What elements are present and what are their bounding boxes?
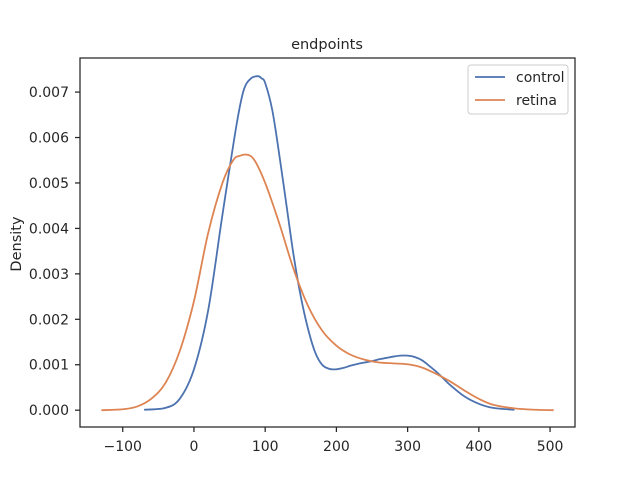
legend: control retina xyxy=(467,64,569,115)
y-axis-title: Density xyxy=(9,216,25,272)
y-tick-label: 0.001 xyxy=(29,358,69,374)
x-tick-label: 200 xyxy=(323,439,350,455)
series-line-control xyxy=(144,75,515,411)
x-tick-label: 0 xyxy=(189,439,198,455)
plot-frame xyxy=(79,57,576,428)
y-tick-label: 0.007 xyxy=(29,85,69,101)
legend-label-retina: retina xyxy=(516,93,557,109)
series-lines xyxy=(101,75,554,412)
y-tick-label: 0.006 xyxy=(29,131,69,147)
y-tick-label: 0.003 xyxy=(29,267,69,283)
chart-title: endpoints xyxy=(291,37,363,53)
y-tick-label: 0.002 xyxy=(29,312,69,328)
legend-label-control: control xyxy=(516,70,565,86)
y-axis: 0.000 0.001 0.002 0.003 0.004 0.005 0.006 0.007 xyxy=(29,85,80,419)
x-tick-label: −100 xyxy=(104,439,142,455)
y-tick-label: 0.004 xyxy=(29,221,69,237)
series-line-retina xyxy=(101,153,554,412)
x-axis: −100 0 100 200 300 400 500 xyxy=(104,427,564,455)
y-tick-label: 0.000 xyxy=(29,403,69,419)
x-tick-label: 400 xyxy=(465,439,492,455)
x-tick-label: 100 xyxy=(252,439,279,455)
x-tick-label: 500 xyxy=(537,439,564,455)
y-tick-label: 0.005 xyxy=(29,176,69,192)
x-tick-label: 300 xyxy=(394,439,421,455)
